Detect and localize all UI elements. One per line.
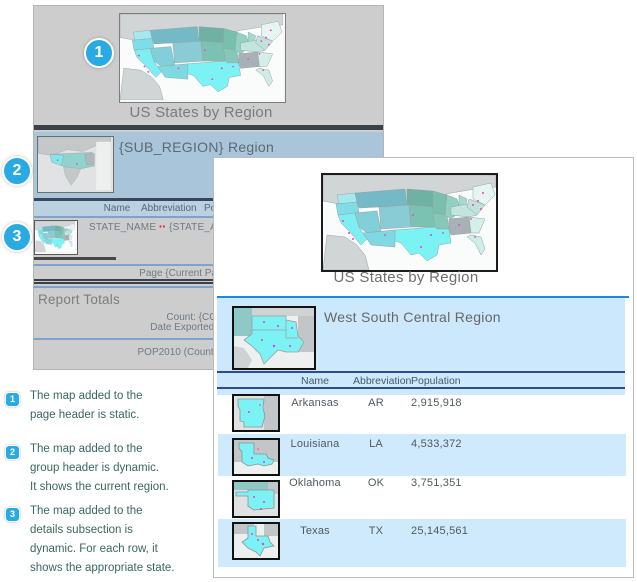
- column-header-abbreviation: Abbreviation: [353, 375, 412, 387]
- state-map-texas: [232, 522, 280, 560]
- group-header-field-label: {SUB_REGION} Region: [119, 139, 275, 155]
- us-map-icon: [35, 221, 75, 252]
- divider-blue: [34, 338, 383, 340]
- divider: [34, 257, 116, 260]
- texas-map-icon: [234, 524, 278, 558]
- count-field: Count: {CO: [166, 312, 217, 323]
- callout-marker-1: 1: [84, 38, 114, 68]
- section-divider: [34, 125, 383, 130]
- page-number-field: Page {Current Pa: [139, 268, 217, 279]
- overflow-indicator: ••: [159, 224, 167, 231]
- us-map-static: [321, 173, 498, 272]
- column-header-population: Pop: [204, 203, 222, 214]
- cell-population: 25,145,561: [411, 525, 469, 537]
- column-header-name: Name: [103, 203, 131, 214]
- cell-state-name: Louisiana: [290, 438, 340, 450]
- cell-population: 3,751,351: [411, 477, 462, 489]
- table-header-top-line: [217, 371, 625, 373]
- louisiana-map-icon: [234, 440, 278, 474]
- state-map-placeholder-thumbnail: [34, 220, 78, 255]
- divider-blue: [34, 286, 383, 288]
- arkansas-map-icon: [234, 396, 278, 430]
- callout-marker-2: 2: [2, 156, 32, 186]
- report-title-design: US States by Region: [129, 104, 273, 121]
- table-row-highlight: [218, 434, 626, 476]
- table-header-bottom-line: [217, 387, 625, 389]
- cell-state-name: Oklahoma: [289, 477, 341, 489]
- region-map-west-south-central: [232, 306, 316, 370]
- cell-state-abbr: LA: [369, 438, 383, 450]
- report-title: US States by Region: [333, 269, 479, 286]
- column-header-name: Name: [300, 375, 329, 387]
- oklahoma-map-icon: [234, 482, 278, 516]
- cell-state-abbr: TX: [368, 525, 384, 537]
- cell-state-name: Arkansas: [291, 397, 339, 409]
- cell-state-abbr: AR: [368, 397, 384, 409]
- section-divider: [34, 198, 383, 201]
- north-america-map-thumbnail: [37, 136, 114, 193]
- note-badge-1: 1: [5, 392, 20, 407]
- us-map-static-thumbnail: [119, 13, 286, 103]
- region-map-icon: [234, 308, 314, 368]
- column-header-abbreviation: Abbreviation: [141, 203, 197, 214]
- field-state-abbr: {STATE_ABBR}: [169, 222, 242, 233]
- report-totals-heading: Report Totals: [38, 292, 120, 307]
- field-state-name: STATE_NAME: [89, 222, 157, 233]
- date-exported-field: Date Exported:: [150, 322, 217, 333]
- column-header-population: Population: [411, 375, 461, 387]
- section-divider: [34, 279, 383, 281]
- report-preview-panel: US States by Region West South Central R…: [213, 157, 634, 578]
- note-text-3: The map added to the details subsection …: [30, 505, 175, 574]
- state-map-arkansas: [232, 394, 280, 432]
- note-badge-2: 2: [5, 445, 20, 460]
- group-header-top-border: [217, 296, 629, 298]
- table-row-highlight: [218, 519, 626, 567]
- us-map-icon: [323, 175, 496, 270]
- state-map-louisiana: [232, 438, 280, 476]
- note-badge-3: 3: [5, 507, 20, 522]
- cell-population: 2,915,918: [411, 397, 462, 409]
- section-divider: [34, 282, 383, 284]
- callout-marker-3: 3: [2, 222, 32, 252]
- cell-state-abbr: OK: [367, 477, 385, 489]
- cell-population: 4,533,372: [411, 438, 462, 450]
- note-text-2: The map added to the group header is dyn…: [30, 443, 169, 493]
- cell-state-name: Texas: [300, 525, 330, 537]
- north-america-map-icon: [38, 137, 111, 190]
- divider-blue: [34, 264, 383, 266]
- divider-blue: [34, 216, 383, 218]
- pop2010-count-field: POP2010 (Count): [137, 347, 218, 358]
- state-map-oklahoma: [232, 480, 280, 518]
- us-map-icon: [120, 14, 283, 100]
- group-header-label: West South Central Region: [324, 309, 501, 325]
- note-text-1: The map added to the page header is stat…: [30, 390, 143, 421]
